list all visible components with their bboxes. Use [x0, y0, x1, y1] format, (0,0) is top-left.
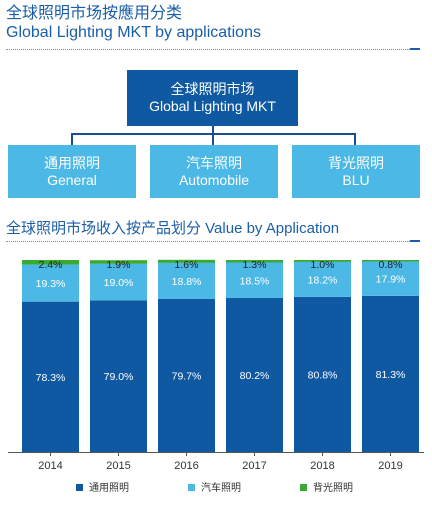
- data-label-2016-general: 79.7%: [172, 370, 202, 382]
- data-label-2016-automobile: 18.8%: [172, 276, 202, 288]
- data-label-2014-general: 78.3%: [36, 372, 66, 384]
- legend-automobile-label: 汽车照明: [201, 481, 241, 494]
- bar-segment-2017-2: [226, 262, 283, 299]
- data-label-2018-general: 80.8%: [308, 369, 338, 381]
- tree-root-zh: 全球照明市场: [170, 81, 255, 97]
- data-label-2018-automobile: 18.2%: [308, 274, 338, 286]
- tree-connector-right: [354, 133, 356, 145]
- x-tick-label-2015: 2015: [106, 460, 130, 472]
- data-label-2014-blu: 2.4%: [39, 259, 63, 271]
- legend-blu-swatch: [300, 484, 307, 491]
- tree-connector-mid: [212, 133, 214, 145]
- data-label-2019-automobile: 17.9%: [376, 274, 406, 286]
- bar-segment-2014-2: [22, 264, 79, 302]
- bar-segment-2018-1: [294, 296, 351, 452]
- tree-root-box: 全球照明市场 Global Lighting MKT: [127, 70, 298, 126]
- bar-segment-2014-1: [22, 301, 79, 452]
- tree-child-blu-zh: 背光照明: [328, 154, 384, 171]
- chart-section-title: 全球照明市场收入按产品划分 Value by Application: [6, 220, 340, 237]
- stacked-bar-chart: 78.3% 19.3% 2.4% 2014 79.0% 19.0% 1.9% 2015 79.7…: [8, 259, 424, 494]
- x-tick-label-2014: 2014: [38, 460, 62, 472]
- legend-general-label: 通用照明: [89, 482, 129, 494]
- tree-root-en: Global Lighting MKT: [149, 98, 276, 114]
- legend-blu-label: 背光照明: [313, 481, 353, 494]
- data-label-2018-blu: 1.0%: [311, 259, 335, 271]
- data-label-2019-general: 81.3%: [376, 369, 406, 381]
- x-tick-label-2019: 2019: [378, 460, 402, 472]
- bar-segment-2016-3: [158, 259, 215, 263]
- data-label-2017-general: 80.2%: [240, 370, 270, 382]
- data-label-2015-general: 79.0%: [104, 371, 134, 383]
- x-tick-label-2016: 2016: [174, 460, 198, 472]
- data-label-2019-blu: 0.8%: [379, 259, 403, 271]
- x-tick-label-2017: 2017: [242, 460, 266, 472]
- bar-segment-2015-2: [90, 263, 147, 301]
- data-label-2015-automobile: 19.0%: [104, 277, 134, 289]
- legend-general-swatch: [76, 484, 83, 491]
- bar-segment-2019-3: [362, 260, 419, 262]
- title-divider: [6, 49, 410, 50]
- title-divider-end: [410, 48, 420, 50]
- data-label-2017-automobile: 18.5%: [240, 275, 270, 287]
- legend-automobile-swatch: [188, 484, 195, 491]
- data-label-2014-automobile: 19.3%: [36, 278, 66, 290]
- bar-segment-2015-3: [90, 260, 147, 264]
- bar-segment-2017-1: [226, 298, 283, 452]
- bar-segment-2018-2: [294, 261, 351, 297]
- bar-segment-2015-1: [90, 300, 147, 452]
- page-title: 全球照明市场按應用分类 Global Lighting MKT by appli…: [6, 4, 261, 42]
- tree-child-general: 通用照明 General: [8, 145, 136, 198]
- data-label-2017-blu: 1.3%: [243, 259, 267, 271]
- page-title-zh: 全球照明市场按應用分类: [6, 5, 183, 22]
- tree-child-general-en: General: [47, 171, 97, 188]
- tree-child-automobile-zh: 汽车照明: [186, 154, 242, 171]
- bar-segment-2019-2: [362, 261, 419, 296]
- page-title-en: Global Lighting MKT by applications: [6, 24, 261, 41]
- chart-title-divider: [6, 241, 410, 242]
- tree-connector-stem: [212, 126, 214, 134]
- bar-segment-2014-3: [22, 260, 79, 265]
- bar-segment-2019-1: [362, 295, 419, 452]
- data-label-2015-blu: 1.9%: [107, 259, 131, 271]
- tree-child-automobile: 汽车照明 Automobile: [150, 145, 278, 198]
- tree-child-blu-en: BLU: [342, 171, 370, 188]
- bar-segment-2016-2: [158, 262, 215, 299]
- data-label-2016-blu: 1.6%: [175, 259, 199, 271]
- bar-segment-2018-3: [294, 260, 351, 262]
- bar-segment-2016-1: [158, 298, 215, 452]
- chart-title-divider-end: [410, 240, 420, 242]
- tree-child-automobile-en: Automobile: [178, 171, 250, 188]
- tree-child-blu: 背光照明 BLU: [292, 145, 420, 198]
- x-tick-label-2018: 2018: [310, 460, 334, 472]
- tree-child-general-zh: 通用照明: [44, 154, 100, 171]
- tree-connector-left: [71, 133, 73, 145]
- bar-segment-2017-3: [226, 260, 283, 263]
